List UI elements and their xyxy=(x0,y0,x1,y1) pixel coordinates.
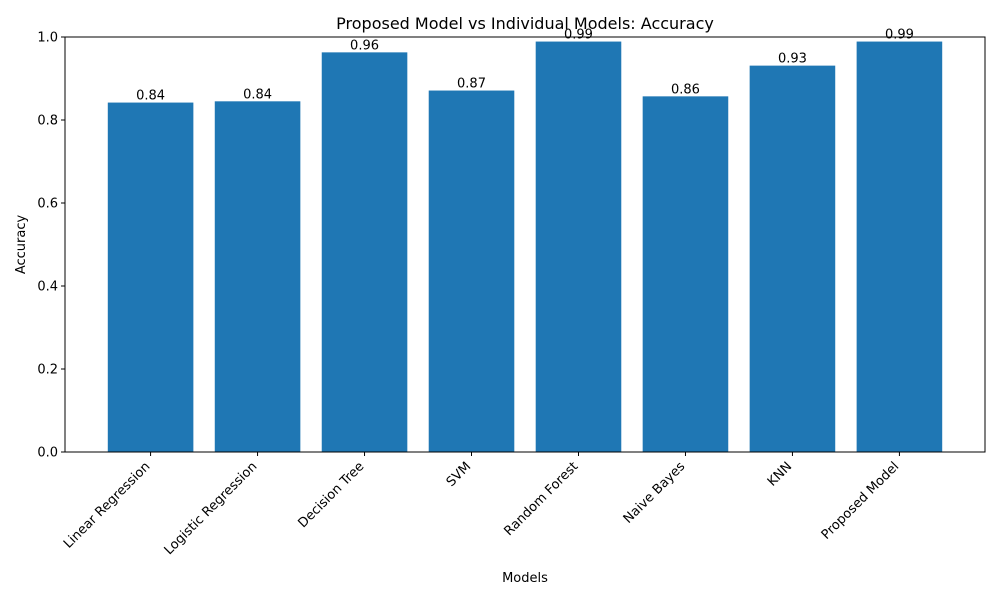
plot-frame xyxy=(64,36,986,453)
bar-svm xyxy=(428,90,515,452)
bar-data-label: 0.86 xyxy=(671,82,700,97)
x-tick-label: Random Forest xyxy=(502,459,582,539)
bar-logistic-regression xyxy=(214,101,301,452)
y-axis-label: Accuracy xyxy=(14,215,29,275)
bar-data-label: 0.99 xyxy=(885,28,914,43)
bar-data-label: 0.84 xyxy=(136,89,165,104)
x-tick-label: Logistic Regression xyxy=(162,459,261,558)
bar-linear-regression xyxy=(107,102,194,452)
x-axis-label: Models xyxy=(502,571,548,586)
y-tick-label: 0.6 xyxy=(37,197,58,212)
bars-layer: 0.84 0.84 0.96 0.87 0.99 0.86 0.93 0.99 xyxy=(107,28,943,453)
bar-random-forest xyxy=(535,41,622,453)
x-tick-label: Decision Tree xyxy=(296,459,368,531)
bar-data-label: 0.96 xyxy=(350,38,379,53)
bar-decision-tree xyxy=(321,52,408,453)
x-tick-label: SVM xyxy=(444,459,475,490)
bar-data-label: 0.99 xyxy=(564,28,593,43)
y-tick-label: 0.2 xyxy=(37,363,58,378)
y-tick-label: 0.0 xyxy=(37,446,58,461)
bar-proposed-model xyxy=(856,41,943,453)
x-tick-label: Proposed Model xyxy=(819,459,902,542)
y-tick-label: 0.8 xyxy=(37,114,58,129)
x-tick-label: Naive Bayes xyxy=(621,459,689,527)
y-tick-label: 1.0 xyxy=(37,31,58,46)
bar-knn xyxy=(749,65,836,452)
x-tick-label: Linear Regression xyxy=(61,459,153,551)
bar-data-label: 0.84 xyxy=(243,87,272,102)
y-tick-label: 0.4 xyxy=(37,280,58,295)
bar-naive-bayes xyxy=(642,96,729,452)
bar-data-label: 0.93 xyxy=(778,52,807,67)
chart-title: Proposed Model vs Individual Models: Acc… xyxy=(336,14,714,33)
bar-data-label: 0.87 xyxy=(457,77,486,92)
x-tick-label: KNN xyxy=(765,459,795,489)
